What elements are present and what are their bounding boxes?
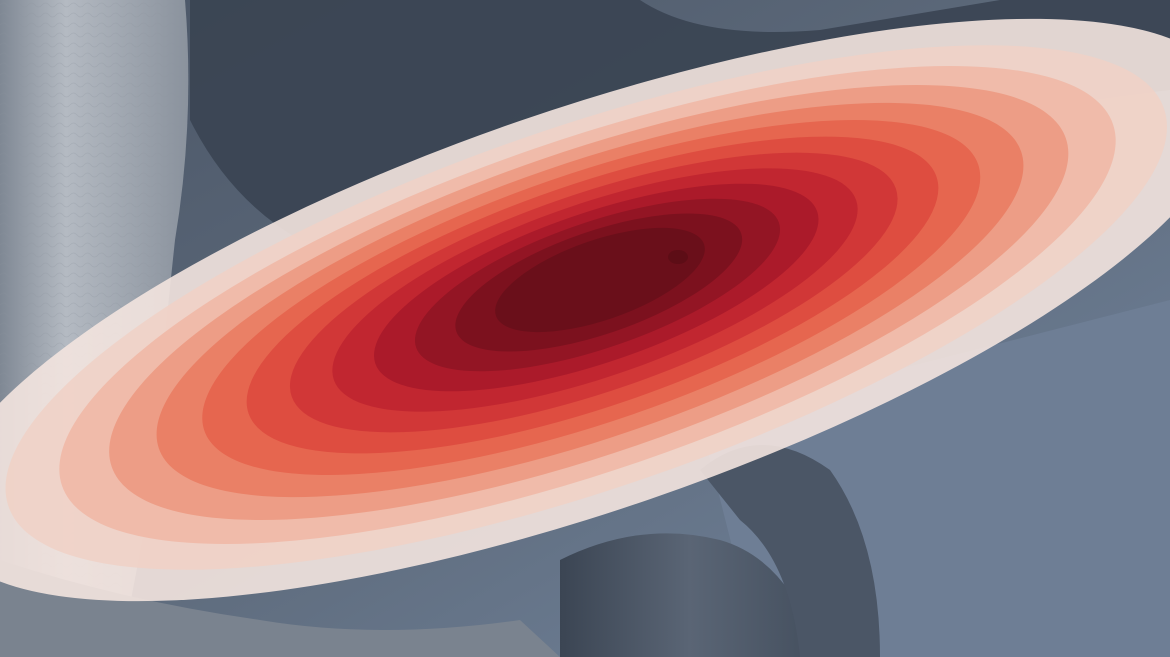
elephant-leg-bottom-left [0, 560, 560, 657]
heatmap-peak [668, 250, 688, 264]
elephant-trunk [700, 445, 880, 657]
heatmap-contour-level-13 [495, 227, 705, 333]
elephant-leg-lower [560, 533, 820, 657]
